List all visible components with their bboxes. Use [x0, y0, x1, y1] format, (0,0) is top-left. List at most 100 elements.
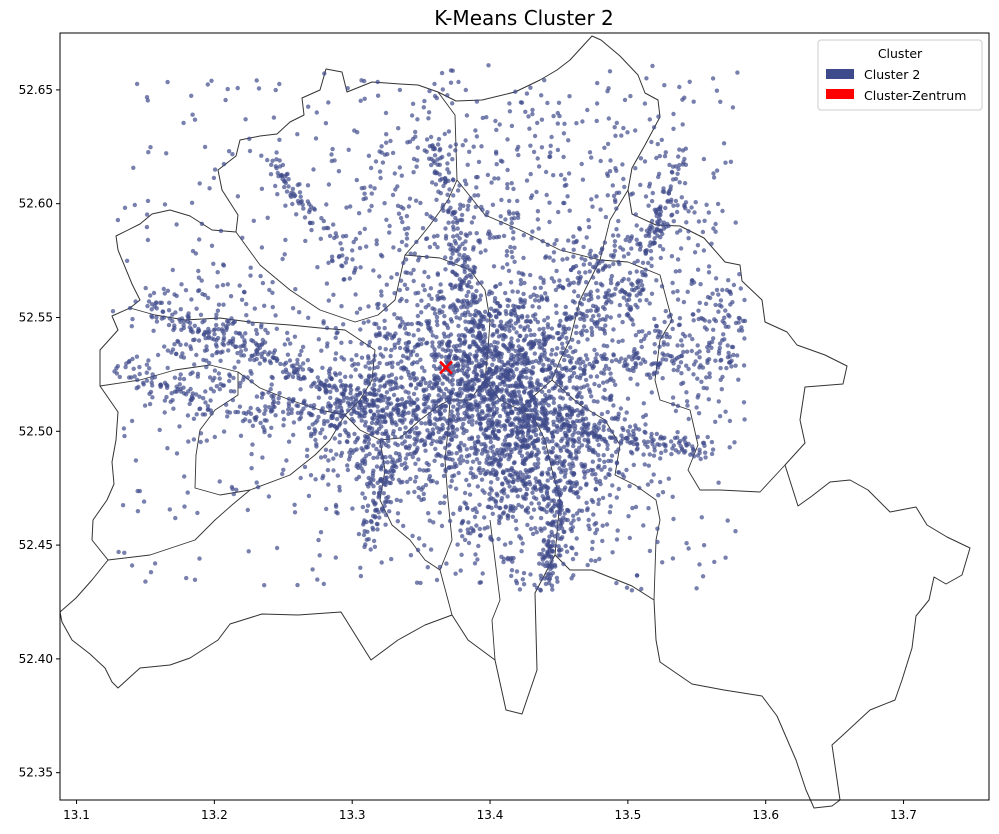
data-point — [584, 314, 589, 319]
data-point — [166, 308, 172, 313]
data-point — [560, 436, 565, 441]
data-point — [649, 479, 654, 484]
data-point — [305, 447, 310, 452]
data-point — [646, 330, 652, 336]
data-point — [441, 416, 446, 421]
data-point — [403, 456, 409, 461]
data-point — [450, 101, 455, 106]
data-point — [490, 511, 495, 516]
data-point — [713, 302, 718, 308]
data-point — [434, 314, 440, 320]
data-point — [249, 466, 254, 471]
data-point — [348, 374, 354, 379]
data-point — [628, 376, 633, 381]
data-point — [423, 380, 428, 386]
data-point — [313, 437, 318, 443]
data-point — [406, 490, 411, 495]
data-point — [321, 226, 326, 231]
data-point — [457, 236, 462, 241]
data-point — [576, 517, 581, 522]
data-point — [576, 436, 582, 441]
data-point — [445, 377, 450, 382]
data-point — [458, 386, 463, 392]
data-point — [555, 443, 560, 448]
data-point — [483, 355, 488, 361]
district-border — [235, 231, 406, 323]
data-point — [356, 531, 362, 537]
data-point — [507, 422, 513, 427]
data-point — [714, 287, 720, 293]
data-point — [620, 162, 625, 167]
data-point — [514, 367, 519, 372]
data-point — [411, 400, 417, 406]
data-point — [360, 504, 366, 510]
data-point — [451, 404, 456, 409]
data-point — [456, 333, 461, 338]
data-point — [492, 176, 497, 181]
data-point — [592, 347, 597, 353]
data-point — [414, 376, 419, 381]
data-point — [516, 356, 521, 362]
data-point — [503, 217, 508, 222]
data-point — [449, 409, 454, 414]
data-point — [452, 473, 457, 478]
data-point — [648, 223, 653, 228]
data-point — [720, 319, 725, 324]
data-point — [340, 253, 345, 258]
data-point — [727, 314, 732, 319]
data-point — [259, 322, 264, 328]
data-point — [508, 383, 513, 389]
data-point — [462, 443, 467, 448]
data-point — [652, 445, 657, 450]
data-point — [508, 540, 513, 545]
data-point — [625, 130, 630, 135]
data-point — [463, 87, 468, 93]
data-point — [356, 386, 361, 391]
data-point — [416, 536, 422, 541]
data-point — [489, 420, 494, 426]
data-point — [691, 318, 696, 323]
data-point — [530, 370, 536, 375]
data-point — [446, 334, 451, 339]
data-point — [524, 178, 530, 183]
data-point — [391, 334, 396, 339]
data-point — [472, 394, 477, 399]
data-point — [593, 308, 599, 314]
data-point — [524, 366, 529, 372]
data-point — [508, 244, 513, 250]
data-point — [247, 357, 253, 362]
data-point — [402, 326, 408, 331]
data-point — [624, 298, 629, 303]
data-point — [727, 445, 732, 450]
data-point — [627, 238, 632, 244]
data-point — [579, 431, 584, 436]
data-point — [557, 404, 562, 409]
data-point — [475, 484, 480, 489]
data-point — [350, 363, 355, 368]
data-point — [405, 286, 410, 291]
data-point — [723, 308, 728, 313]
data-point — [325, 419, 330, 424]
data-point — [563, 304, 568, 310]
data-point — [285, 171, 290, 177]
data-point — [508, 357, 513, 363]
data-point — [311, 406, 316, 411]
data-point — [460, 362, 466, 368]
data-point — [267, 433, 272, 438]
data-point — [608, 253, 614, 258]
data-point — [413, 416, 419, 422]
data-point — [207, 375, 213, 380]
data-point — [372, 544, 378, 549]
data-point — [446, 465, 452, 471]
data-point — [419, 487, 424, 492]
data-point — [364, 434, 369, 440]
data-point — [567, 479, 572, 484]
data-point — [667, 162, 672, 168]
data-point — [343, 233, 349, 239]
data-point — [538, 275, 543, 280]
data-point — [546, 403, 551, 408]
data-point — [574, 387, 579, 392]
data-point — [549, 276, 554, 281]
data-point — [498, 319, 504, 324]
data-point — [367, 403, 372, 409]
